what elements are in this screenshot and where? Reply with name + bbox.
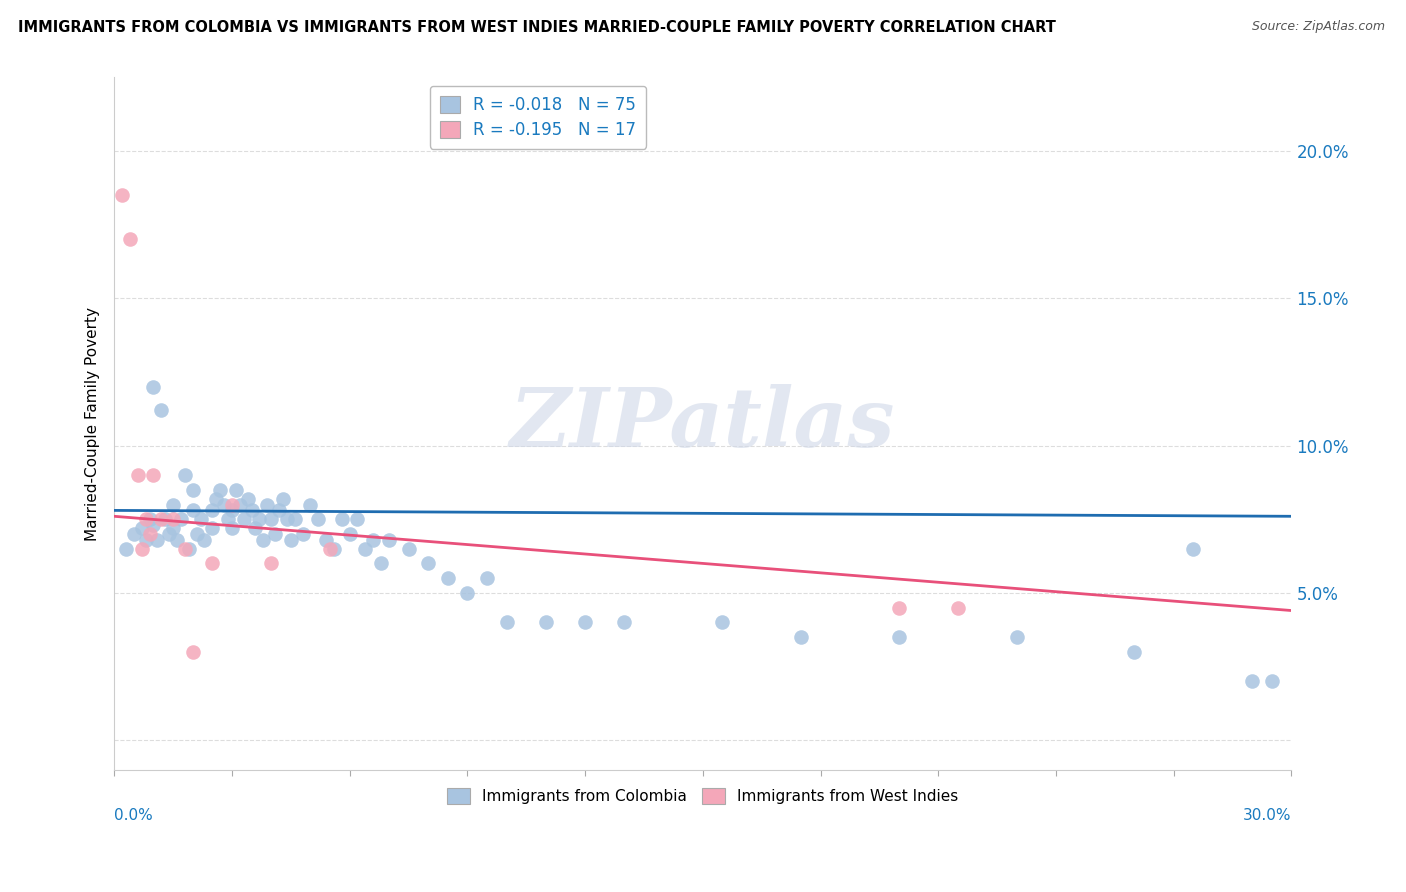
Point	[436, 571, 458, 585]
Point	[181, 483, 204, 497]
Point	[260, 512, 283, 526]
Text: ZIPatlas: ZIPatlas	[510, 384, 896, 464]
Text: 0.0%: 0.0%	[114, 808, 153, 823]
Point	[1123, 645, 1146, 659]
Point	[190, 512, 212, 526]
Point	[205, 491, 228, 506]
Point	[370, 557, 392, 571]
Point	[135, 533, 157, 547]
Point	[142, 380, 165, 394]
Point	[456, 586, 478, 600]
Point	[271, 491, 294, 506]
Point	[177, 541, 200, 556]
Point	[280, 533, 302, 547]
Point	[221, 503, 243, 517]
Point	[790, 630, 813, 644]
Point	[330, 512, 353, 526]
Point	[247, 512, 270, 526]
Point	[264, 527, 287, 541]
Point	[887, 600, 910, 615]
Point	[339, 527, 361, 541]
Point	[378, 533, 401, 547]
Point	[475, 571, 498, 585]
Point	[323, 541, 346, 556]
Point	[887, 630, 910, 644]
Point	[150, 403, 173, 417]
Point	[1241, 674, 1264, 689]
Point	[236, 491, 259, 506]
Point	[229, 498, 252, 512]
Point	[157, 527, 180, 541]
Point	[574, 615, 596, 630]
Point	[260, 557, 283, 571]
Point	[162, 498, 184, 512]
Point	[256, 498, 278, 512]
Point	[150, 512, 173, 526]
Point	[142, 518, 165, 533]
Point	[495, 615, 517, 630]
Point	[354, 541, 377, 556]
Point	[173, 541, 195, 556]
Point	[291, 527, 314, 541]
Point	[534, 615, 557, 630]
Point	[1182, 541, 1205, 556]
Point	[221, 498, 243, 512]
Y-axis label: Married-Couple Family Poverty: Married-Couple Family Poverty	[86, 307, 100, 541]
Point	[946, 600, 969, 615]
Point	[361, 533, 384, 547]
Point	[212, 498, 235, 512]
Point	[398, 541, 420, 556]
Point	[613, 615, 636, 630]
Point	[221, 521, 243, 535]
Point	[201, 503, 224, 517]
Point	[315, 533, 337, 547]
Point	[115, 541, 138, 556]
Point	[346, 512, 368, 526]
Point	[127, 468, 149, 483]
Point	[711, 615, 734, 630]
Point	[201, 557, 224, 571]
Point	[138, 527, 160, 541]
Point	[118, 232, 141, 246]
Point	[319, 541, 342, 556]
Point	[142, 468, 165, 483]
Point	[240, 503, 263, 517]
Text: Source: ZipAtlas.com: Source: ZipAtlas.com	[1251, 20, 1385, 33]
Text: IMMIGRANTS FROM COLOMBIA VS IMMIGRANTS FROM WEST INDIES MARRIED-COUPLE FAMILY PO: IMMIGRANTS FROM COLOMBIA VS IMMIGRANTS F…	[18, 20, 1056, 35]
Point	[173, 468, 195, 483]
Point	[138, 512, 160, 526]
Point	[217, 512, 239, 526]
Point	[245, 521, 267, 535]
Legend: Immigrants from Colombia, Immigrants from West Indies: Immigrants from Colombia, Immigrants fro…	[441, 782, 965, 811]
Point	[186, 527, 208, 541]
Point	[170, 512, 193, 526]
Point	[276, 512, 298, 526]
Point	[131, 541, 153, 556]
Point	[418, 557, 440, 571]
Text: 30.0%: 30.0%	[1243, 808, 1292, 823]
Point	[299, 498, 322, 512]
Point	[153, 512, 176, 526]
Point	[1005, 630, 1028, 644]
Point	[267, 503, 290, 517]
Point	[225, 483, 247, 497]
Point	[162, 512, 184, 526]
Point	[252, 533, 274, 547]
Point	[1261, 674, 1284, 689]
Point	[181, 645, 204, 659]
Point	[135, 512, 157, 526]
Point	[111, 188, 134, 202]
Point	[166, 533, 188, 547]
Point	[122, 527, 145, 541]
Point	[209, 483, 232, 497]
Point	[307, 512, 329, 526]
Point	[146, 533, 169, 547]
Point	[201, 521, 224, 535]
Point	[162, 521, 184, 535]
Point	[131, 521, 153, 535]
Point	[193, 533, 215, 547]
Point	[232, 512, 254, 526]
Point	[284, 512, 307, 526]
Point	[181, 503, 204, 517]
